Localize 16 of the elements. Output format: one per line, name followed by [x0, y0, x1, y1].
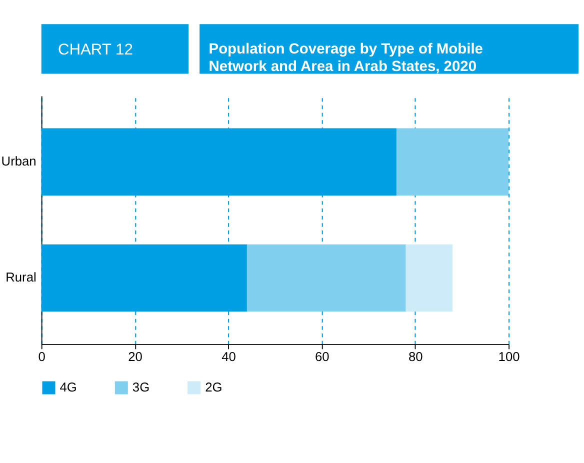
y-tick-label: Urban [1, 154, 36, 169]
bar [396, 128, 509, 196]
chart-title: Population Coverage by Type of Mobile Network and Area in Arab States, 2020 [208, 41, 483, 75]
y-tick-label: Rural [6, 270, 36, 285]
caption: CHART 12 [58, 41, 133, 58]
legend-label: 2G [205, 379, 222, 394]
bar [406, 244, 453, 312]
x-tick-label: 100 [498, 349, 520, 364]
legend-label: 4G [60, 379, 77, 394]
legend-label: 3G [132, 379, 150, 394]
x-tick-label: 80 [408, 349, 423, 364]
x-tick-label: 20 [128, 349, 142, 364]
x-tick-label: 40 [222, 349, 236, 364]
bar [246, 244, 406, 312]
x-tick-label: 0 [38, 349, 46, 364]
x-tick-label: 60 [315, 349, 330, 364]
